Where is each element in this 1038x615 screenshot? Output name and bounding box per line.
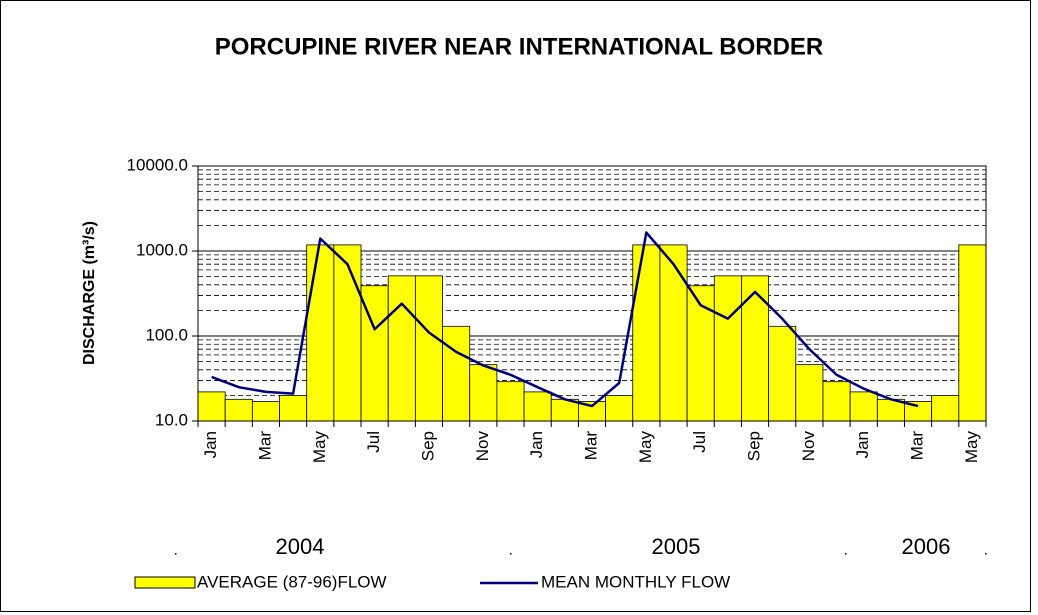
x-tick-label: Jan [853, 431, 872, 458]
y-axis-label: DISCHARGE (m³/s) [81, 221, 98, 365]
x-tick-label: Mar [255, 431, 274, 461]
bar [496, 381, 525, 422]
bar [442, 325, 471, 422]
bar [713, 275, 742, 422]
year-label: 2005 [652, 534, 701, 559]
bar [849, 391, 878, 422]
bar [414, 275, 443, 422]
bar [251, 401, 280, 422]
x-tick-label: May [310, 431, 329, 464]
bar [605, 395, 634, 422]
bar [333, 244, 362, 422]
x-tick-label: Sep [418, 431, 437, 461]
x-tick-label: Jan [201, 431, 220, 458]
bar [931, 395, 960, 422]
x-tick-label: May [636, 431, 655, 464]
x-tick-label: Jul [364, 431, 383, 453]
bar [958, 244, 987, 422]
bar [768, 325, 797, 422]
bar [659, 244, 688, 422]
bar [306, 244, 335, 422]
y-tick-label: 1000.0 [136, 240, 188, 259]
year-label: 2004 [276, 534, 325, 559]
bar [387, 275, 416, 422]
bar [197, 391, 226, 422]
y-tick-label: 10.0 [155, 410, 188, 429]
x-tick-label: Mar [581, 431, 600, 461]
bar [279, 395, 308, 422]
year-label: 2006 [902, 534, 951, 559]
bar [469, 364, 498, 422]
chart-title: PORCUPINE RIVER NEAR INTERNATIONAL BORDE… [215, 33, 823, 60]
legend-swatch [134, 576, 196, 589]
bar [523, 391, 552, 422]
bar [741, 275, 770, 422]
bar [822, 381, 851, 422]
bar [795, 364, 824, 422]
x-tick-label: Mar [908, 431, 927, 461]
y-tick-label: 10000.0 [127, 155, 188, 174]
bar [224, 398, 253, 422]
legend-label: MEAN MONTHLY FLOW [541, 572, 730, 591]
y-tick-label: 100.0 [145, 325, 188, 344]
x-tick-label: Nov [473, 431, 492, 462]
x-tick-label: Nov [799, 431, 818, 462]
plot-border [197, 165, 987, 422]
x-tick-label: May [962, 431, 981, 464]
line [211, 231, 919, 408]
x-tick-label: Jan [527, 431, 546, 458]
x-tick-label: Jul [690, 431, 709, 453]
x-tick-label: Sep [745, 431, 764, 461]
legend-label: AVERAGE (87-96)FLOW [197, 572, 387, 591]
bar [632, 244, 661, 422]
year-separators [175, 553, 987, 555]
